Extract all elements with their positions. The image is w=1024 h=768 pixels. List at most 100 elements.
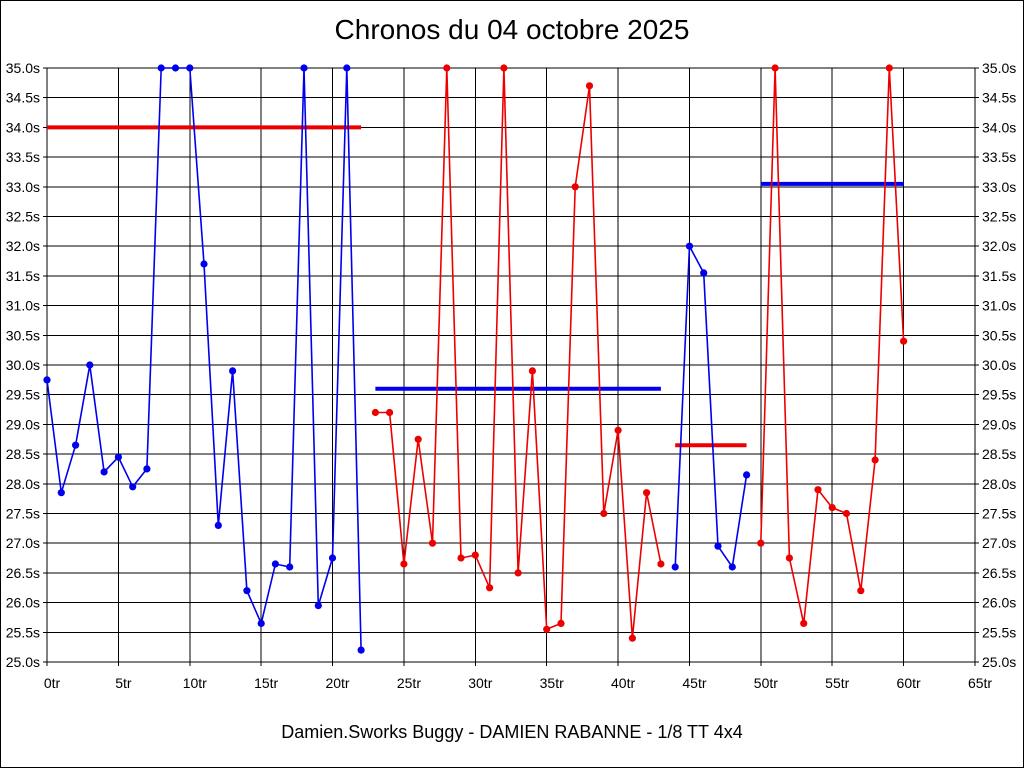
lap-time-point xyxy=(57,489,65,497)
y-axis-label-left: 30.0s xyxy=(6,357,40,373)
x-axis-label: 20tr xyxy=(325,675,349,691)
y-axis-label-left: 29.0s xyxy=(6,416,40,432)
y-axis-label-left: 30.5s xyxy=(6,327,40,343)
lap-time-point xyxy=(414,435,422,443)
y-axis-label-left: 34.5s xyxy=(6,90,40,106)
lap-time-point xyxy=(428,539,437,547)
y-axis-label-left: 31.5s xyxy=(6,268,40,284)
lap-time-point xyxy=(500,64,508,72)
lap-time-point xyxy=(114,453,122,461)
lap-time-point xyxy=(700,269,708,277)
x-axis-label: 65tr xyxy=(968,675,992,691)
lap-time-point xyxy=(585,82,594,90)
lap-time-point xyxy=(785,554,794,562)
lap-time-point xyxy=(685,242,694,250)
series-stint-3-blue xyxy=(671,242,751,571)
y-axis-label-right: 30.5s xyxy=(982,327,1016,343)
y-axis-label-right: 25.5s xyxy=(982,624,1016,640)
grid-lines xyxy=(43,67,979,666)
lap-time-point xyxy=(243,587,251,595)
y-axis-label-right: 34.0s xyxy=(982,119,1016,135)
lap-time-point xyxy=(129,483,137,491)
lap-time-point xyxy=(871,456,879,464)
x-axis-label: 45tr xyxy=(682,675,706,691)
series-stint-2-red xyxy=(371,64,665,642)
y-axis-label-left: 25.5s xyxy=(6,624,40,640)
lap-time-point xyxy=(614,426,622,434)
lap-time-point xyxy=(657,560,665,568)
lap-time-point xyxy=(528,367,537,375)
y-axis-label-right: 27.0s xyxy=(982,535,1016,551)
y-axis-label-right: 31.0s xyxy=(982,298,1016,314)
lap-time-line xyxy=(46,67,362,651)
lap-time-point xyxy=(757,539,765,547)
average-lines xyxy=(47,125,904,448)
y-axis-label-left: 31.0s xyxy=(6,298,40,314)
x-axis-label: 40tr xyxy=(611,675,635,691)
x-axis-label: 35tr xyxy=(540,675,564,691)
x-axis-label: 10tr xyxy=(183,675,207,691)
y-axis-label-right: 28.5s xyxy=(982,446,1016,462)
lap-time-point xyxy=(628,634,637,642)
y-axis-label-right: 32.0s xyxy=(982,238,1016,254)
y-axis-label-left: 26.5s xyxy=(6,565,40,581)
lap-time-point xyxy=(143,465,151,473)
y-axis-label-right: 34.5s xyxy=(982,90,1016,106)
lap-time-point xyxy=(728,563,736,571)
lap-time-point xyxy=(400,560,408,568)
lap-time-point xyxy=(157,64,165,72)
x-axis-label: 15tr xyxy=(254,675,278,691)
lap-time-point xyxy=(543,625,551,633)
lap-time-point xyxy=(457,554,465,562)
x-axis-label: 5tr xyxy=(115,675,132,691)
lap-time-point xyxy=(885,64,893,72)
y-axis-label-right: 35.0s xyxy=(982,60,1016,76)
lap-time-point xyxy=(814,486,822,494)
y-axis-label-left: 33.0s xyxy=(6,179,40,195)
lap-time-point xyxy=(371,408,379,417)
lap-time-point xyxy=(257,619,265,628)
y-axis-label-right: 26.5s xyxy=(982,565,1016,581)
lap-time-point xyxy=(314,602,322,610)
y-axis-label-left: 32.5s xyxy=(6,209,40,225)
lap-time-point xyxy=(828,504,836,512)
x-axis-label: 30tr xyxy=(468,675,492,691)
lap-time-point xyxy=(486,584,494,592)
lap-time-point xyxy=(386,408,394,417)
y-axis-label-right: 30.0s xyxy=(982,357,1016,373)
lap-time-point xyxy=(214,521,222,530)
y-axis-label-right: 33.5s xyxy=(982,149,1016,165)
lap-time-point xyxy=(842,509,851,518)
y-axis-label-left: 32.0s xyxy=(6,238,40,254)
lap-time-point xyxy=(600,509,608,518)
y-axis-label-left: 25.0s xyxy=(6,654,40,670)
lap-time-point xyxy=(643,489,651,497)
y-axis-label-right: 27.5s xyxy=(982,506,1016,522)
y-axis-label-left: 27.5s xyxy=(6,506,40,522)
lap-time-point xyxy=(186,64,194,72)
y-axis-label-right: 29.0s xyxy=(982,416,1016,432)
lap-time-point xyxy=(300,64,308,72)
lap-time-line xyxy=(674,245,748,568)
x-axis-label: 0tr xyxy=(44,675,61,691)
y-axis-label-right: 31.5s xyxy=(982,268,1016,284)
y-axis-label-left: 35.0s xyxy=(6,60,40,76)
lap-time-point xyxy=(328,554,337,562)
lap-time-point xyxy=(743,471,751,479)
lap-time-point xyxy=(571,183,579,191)
axis-tick-labels: 35.0s 35.0s 34.5s 34.5s 34.0s 34.0s 33.5s 33.5s… xyxy=(6,60,1017,691)
lap-time-point xyxy=(714,542,722,550)
lap-time-point xyxy=(671,563,679,571)
lap-time-point xyxy=(100,468,108,476)
lap-time-point xyxy=(771,64,779,72)
y-axis-label-right: 26.0s xyxy=(982,595,1016,611)
series-stint-4-red xyxy=(757,64,908,628)
y-axis-label-left: 33.5s xyxy=(6,149,40,165)
lap-time-point xyxy=(72,441,80,449)
lap-time-point xyxy=(171,64,180,72)
lap-time-point xyxy=(43,376,51,384)
y-axis-label-right: 29.5s xyxy=(982,387,1016,403)
y-axis-label-left: 26.0s xyxy=(6,595,40,611)
